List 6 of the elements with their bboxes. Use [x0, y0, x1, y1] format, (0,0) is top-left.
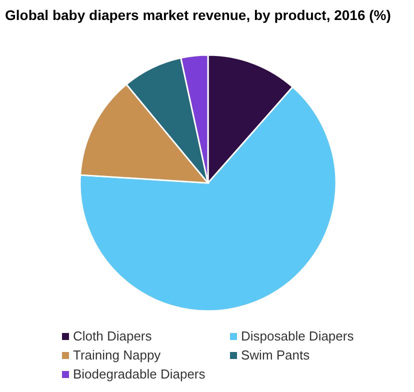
legend-label: Swim Pants: [241, 347, 310, 362]
legend-label: Disposable Diapers: [241, 328, 354, 344]
legend-label: Training Nappy: [73, 347, 162, 362]
legend-label: Biodegradable Diapers: [73, 366, 206, 382]
legend-label: Cloth Diapers: [73, 328, 152, 344]
chart-title: Global baby diapers market revenue, by product, 2016 (%): [5, 7, 391, 23]
